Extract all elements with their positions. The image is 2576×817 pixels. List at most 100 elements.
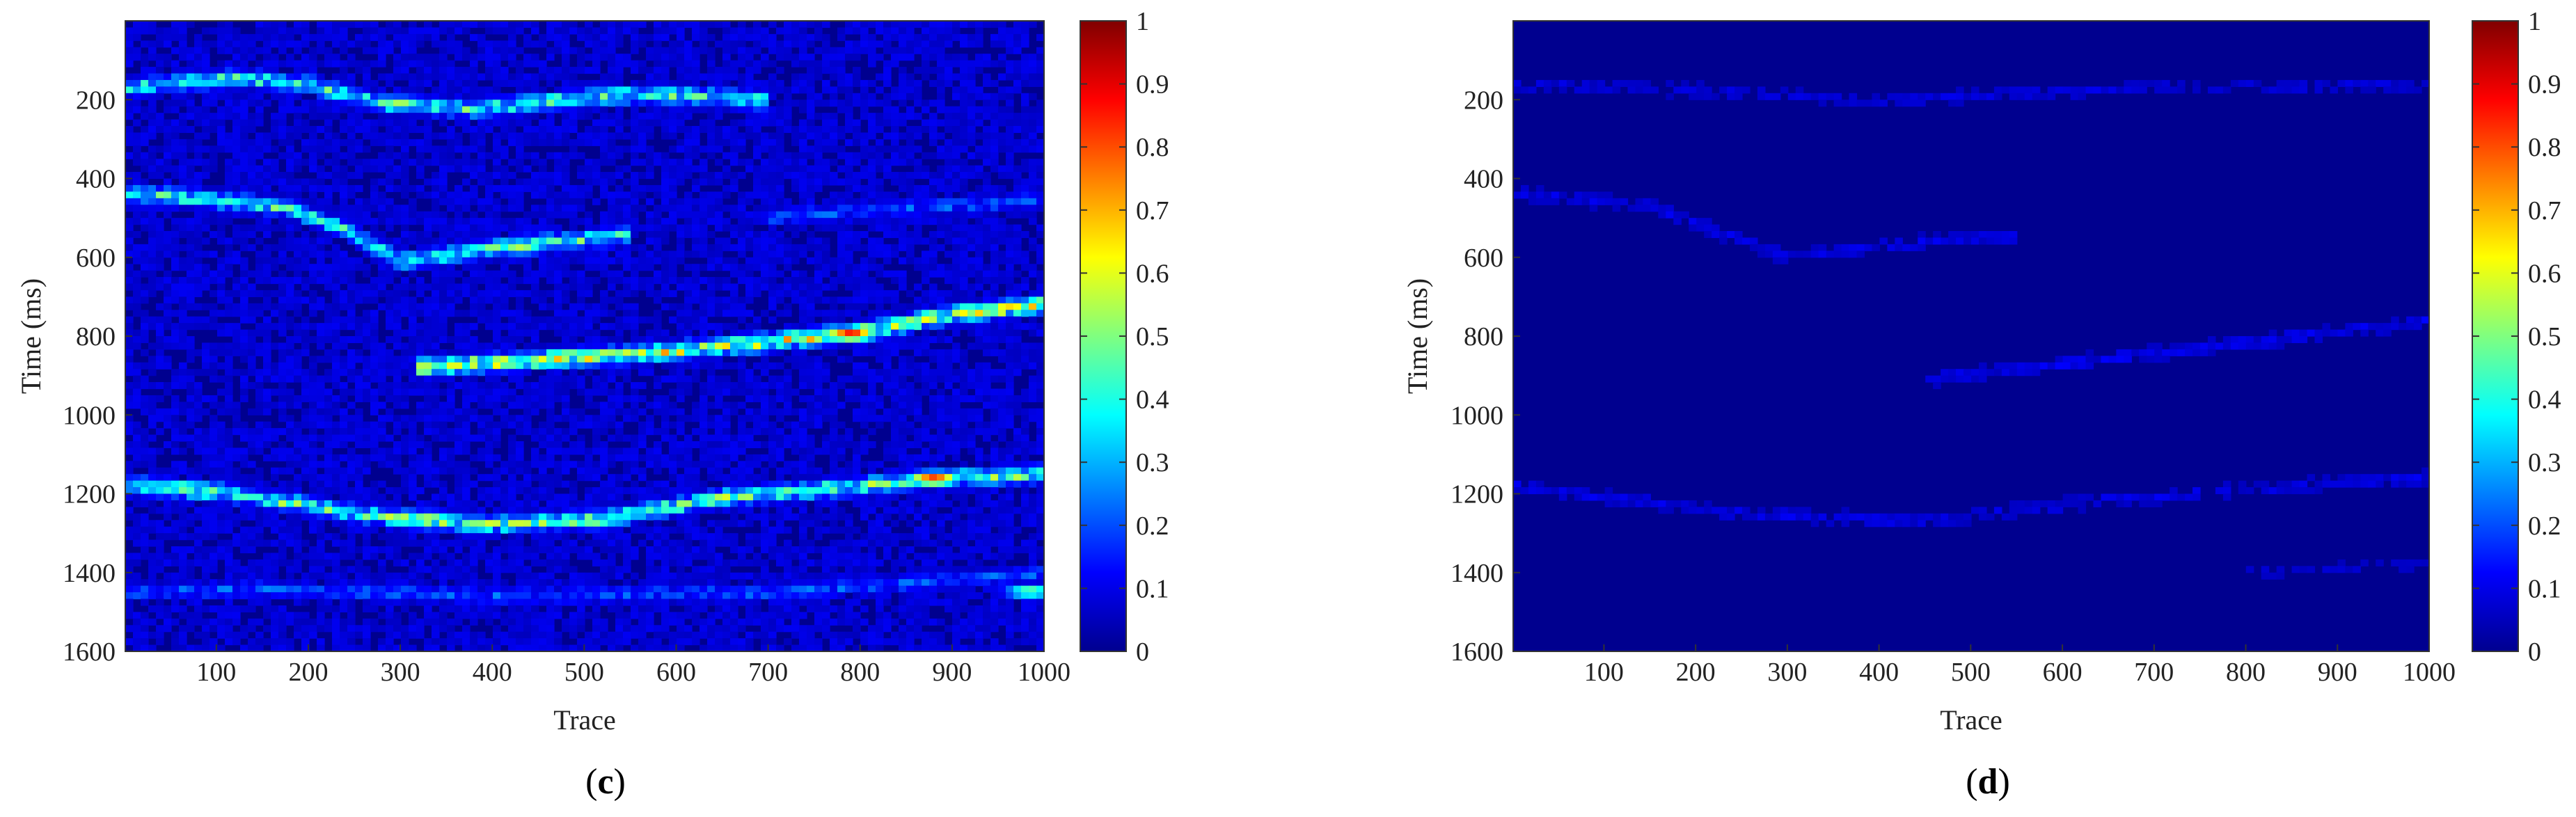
heatmap-cell [477, 73, 486, 81]
heatmap-cell [133, 362, 141, 370]
heatmap-cell [409, 329, 417, 337]
heatmap-cell [171, 224, 180, 232]
heatmap-cell [324, 316, 333, 324]
heatmap-cell [409, 113, 417, 120]
heatmap-cell [990, 165, 999, 173]
heatmap-cell [500, 283, 509, 291]
heatmap-cell [998, 106, 1006, 113]
heatmap-cell [500, 362, 509, 370]
heatmap-cell [692, 178, 700, 186]
heatmap-cell [462, 323, 471, 331]
heatmap-cell [891, 231, 899, 239]
heatmap-cell [631, 198, 639, 205]
heatmap-cell [914, 205, 922, 212]
heatmap-cell [837, 54, 846, 61]
heatmap-cell [776, 289, 784, 297]
heatmap-cell [493, 119, 501, 127]
heatmap-cell [202, 283, 210, 291]
heatmap-cell [240, 283, 248, 291]
heatmap-cell [700, 47, 708, 54]
heatmap-cell [906, 231, 915, 239]
heatmap-cell [608, 224, 616, 232]
heatmap-cell [600, 138, 608, 146]
heatmap-cell [952, 106, 961, 113]
heatmap-cell [906, 40, 915, 48]
heatmap-cell [462, 264, 471, 271]
heatmap-cell [401, 40, 409, 48]
heatmap-cell [531, 27, 539, 35]
heatmap-cell [983, 191, 991, 199]
heatmap-cell [646, 342, 654, 350]
heatmap-cell [929, 237, 938, 245]
heatmap-cell [500, 152, 509, 159]
heatmap-cell [707, 244, 716, 251]
heatmap-cell [646, 336, 654, 344]
heatmap-cell [500, 237, 509, 245]
heatmap-cell [661, 100, 670, 107]
heatmap-cell [646, 126, 654, 134]
heatmap-cell [990, 349, 999, 356]
heatmap-cell [952, 73, 961, 81]
heatmap-cell [493, 113, 501, 120]
heatmap-cell [462, 283, 471, 291]
heatmap-cell [179, 165, 187, 173]
heatmap-cell [975, 257, 983, 264]
heatmap-cell [1029, 106, 1037, 113]
heatmap-cell [516, 145, 524, 153]
heatmap-cell [217, 342, 226, 350]
heatmap-cell [768, 257, 777, 264]
heatmap-cell [791, 277, 800, 285]
heatmap-cell [638, 277, 647, 285]
heatmap-cell [225, 178, 233, 186]
heatmap-cell [661, 231, 670, 239]
heatmap-cell [493, 106, 501, 113]
heatmap-cell [455, 270, 463, 278]
heatmap-cell [684, 264, 693, 271]
heatmap-cell [554, 289, 562, 297]
heatmap-cell [156, 323, 164, 331]
heatmap-cell [133, 329, 141, 337]
heatmap-cell [133, 106, 141, 113]
heatmap-cell [286, 79, 294, 87]
heatmap-cell [677, 362, 685, 370]
heatmap-cell [661, 67, 670, 74]
heatmap-cell [232, 231, 241, 239]
heatmap-cell [432, 113, 440, 120]
heatmap-cell [370, 251, 379, 258]
heatmap-cell [286, 191, 294, 199]
heatmap-cell [455, 159, 463, 166]
heatmap-cell [860, 33, 869, 41]
heatmap-cell [677, 224, 685, 232]
heatmap-cell [416, 237, 425, 245]
heatmap-cell [891, 349, 899, 356]
heatmap-cell [738, 329, 746, 337]
heatmap-cell [700, 218, 708, 225]
heatmap-cell [477, 310, 486, 317]
heatmap-cell [424, 73, 432, 81]
heatmap-cell [1029, 172, 1037, 180]
heatmap-cell [156, 218, 164, 225]
heatmap-cell [592, 251, 601, 258]
heatmap-cell [401, 205, 409, 212]
heatmap-cell [975, 342, 983, 350]
heatmap-cell [355, 316, 363, 324]
heatmap-cell [477, 224, 486, 232]
heatmap-cell [592, 27, 601, 35]
heatmap-cell [585, 310, 593, 317]
heatmap-cell [967, 113, 976, 120]
heatmap-cell [286, 283, 294, 291]
heatmap-cell [1021, 323, 1029, 331]
heatmap-cell [148, 119, 157, 127]
heatmap-cell [432, 100, 440, 107]
heatmap-cell [623, 100, 631, 107]
heatmap-cell [217, 86, 226, 94]
heatmap-cell [455, 100, 463, 107]
heatmap-cell [248, 356, 256, 363]
heatmap-cell [937, 270, 945, 278]
heatmap-cell [271, 257, 279, 264]
heatmap-cell [493, 47, 501, 54]
heatmap-cell [141, 60, 149, 68]
heatmap-cell [922, 73, 930, 81]
heatmap-cell [1006, 283, 1014, 291]
heatmap-cell [378, 132, 386, 140]
